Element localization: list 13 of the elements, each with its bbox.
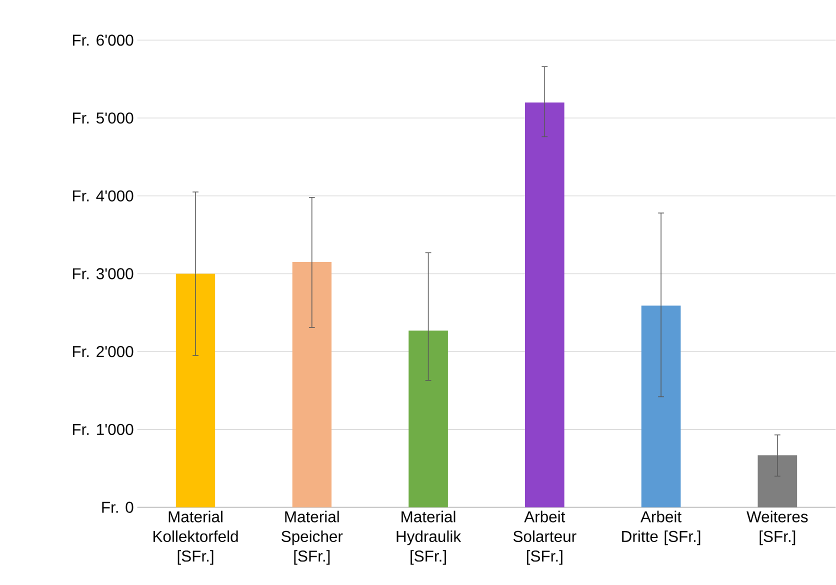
x-tick-label: Arbeit Dritte [SFr.] bbox=[622, 510, 700, 546]
y-tick-label: Fr. 2'000 bbox=[72, 346, 134, 358]
x-tick-label: Material Kollektorfeld [SFr.] bbox=[154, 510, 238, 565]
y-tick-label: Fr. 1'000 bbox=[72, 424, 134, 435]
y-tick-label: Fr. 6'000 bbox=[72, 34, 134, 46]
y-tick-label: Fr. 3'000 bbox=[72, 268, 134, 280]
y-tick-label: Fr. 0 bbox=[102, 502, 134, 513]
y-tick-label: Fr. 5'000 bbox=[72, 112, 134, 124]
x-tick-label: Arbeit Solarteur [SFr.] bbox=[513, 510, 576, 565]
x-tick-label: Material Hydraulik [SFr.] bbox=[396, 510, 462, 565]
x-tick-label: Material Speicher [SFr.] bbox=[282, 510, 343, 565]
y-tick-label: Fr. 4'000 bbox=[72, 190, 134, 202]
x-tick-label: Weiteres [SFr.] bbox=[746, 510, 808, 546]
